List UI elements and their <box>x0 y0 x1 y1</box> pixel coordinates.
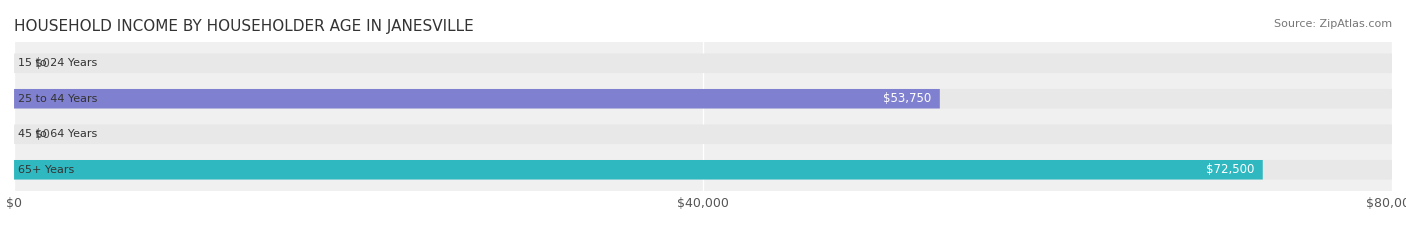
FancyBboxPatch shape <box>14 160 1392 179</box>
Text: 25 to 44 Years: 25 to 44 Years <box>17 94 97 104</box>
Text: $53,750: $53,750 <box>883 92 931 105</box>
Text: HOUSEHOLD INCOME BY HOUSEHOLDER AGE IN JANESVILLE: HOUSEHOLD INCOME BY HOUSEHOLDER AGE IN J… <box>14 19 474 34</box>
Text: Source: ZipAtlas.com: Source: ZipAtlas.com <box>1274 19 1392 29</box>
Text: $0: $0 <box>35 57 49 70</box>
Text: 65+ Years: 65+ Years <box>17 165 73 175</box>
FancyBboxPatch shape <box>14 54 1392 73</box>
Text: 45 to 64 Years: 45 to 64 Years <box>17 129 97 139</box>
FancyBboxPatch shape <box>14 89 939 109</box>
FancyBboxPatch shape <box>14 89 1392 109</box>
FancyBboxPatch shape <box>14 160 1263 179</box>
Text: $0: $0 <box>35 128 49 141</box>
FancyBboxPatch shape <box>14 124 1392 144</box>
Text: 15 to 24 Years: 15 to 24 Years <box>17 58 97 68</box>
Text: $72,500: $72,500 <box>1206 163 1254 176</box>
